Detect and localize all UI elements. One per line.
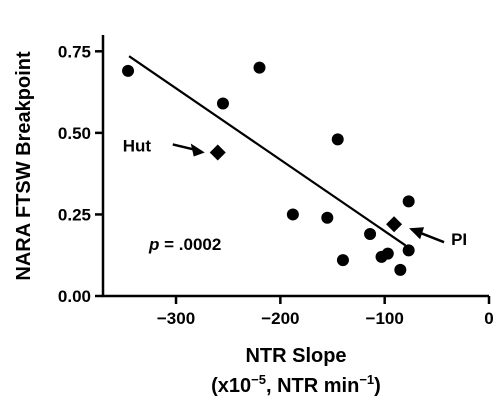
data-point-circle xyxy=(286,208,299,221)
y-tick-label: 0.25 xyxy=(58,205,91,224)
annotation-pi: PI xyxy=(451,230,467,249)
data-points xyxy=(122,61,415,276)
data-point-circle xyxy=(122,64,135,77)
x-axis-title: NTR Slope xyxy=(245,345,346,367)
x-units-exp: −5 xyxy=(251,372,266,387)
trendline-line xyxy=(128,55,407,247)
annotation-pi-arrowhead xyxy=(409,227,425,240)
data-point-diamond xyxy=(209,144,226,161)
data-point-circle xyxy=(394,263,407,276)
y-tick-label: 0.00 xyxy=(58,287,91,306)
annotation-hut: Hut xyxy=(123,136,152,155)
data-point-circle xyxy=(402,244,415,257)
y-tick-label: 0.50 xyxy=(58,124,91,143)
annotation-hut-arrow xyxy=(172,143,195,151)
x-tick-label: 0 xyxy=(484,309,493,328)
p-symbol: p xyxy=(148,235,159,254)
axes: −300 −200 −100 0 0.00 0.25 0.50 0.75 xyxy=(58,35,494,328)
x-axis-units: (x10−5, NTR min−1) xyxy=(211,372,381,397)
data-point-circle xyxy=(253,61,266,74)
annotation-hut-arrowhead xyxy=(190,143,205,157)
data-point-circle xyxy=(321,211,334,224)
x-tick-label: −100 xyxy=(366,309,404,328)
data-point-diamond xyxy=(386,216,403,233)
y-tick-label: 0.75 xyxy=(58,42,91,61)
data-point-circle xyxy=(336,254,349,267)
x-units-suffix: ) xyxy=(374,375,381,397)
x-tick-label: −200 xyxy=(261,309,299,328)
axis-frame xyxy=(101,35,489,298)
x-units-exp2: −1 xyxy=(359,372,374,387)
x-units-mid: , NTR min xyxy=(266,375,359,397)
p-value-text: = .0002 xyxy=(159,235,221,254)
trendline xyxy=(128,55,407,247)
x-tick-label: −300 xyxy=(157,309,195,328)
x-units-prefix: (x10 xyxy=(211,375,251,397)
data-point-circle xyxy=(364,228,377,241)
data-point-circle xyxy=(216,97,229,110)
data-point-circle xyxy=(402,195,415,208)
y-axis-title: NARA FTSW Breakpoint xyxy=(13,51,35,281)
annotation-pi-arrow xyxy=(420,232,445,244)
data-point-circle xyxy=(381,247,394,260)
p-value-annotation: p = .0002 xyxy=(148,235,221,254)
data-point-circle xyxy=(331,133,344,146)
